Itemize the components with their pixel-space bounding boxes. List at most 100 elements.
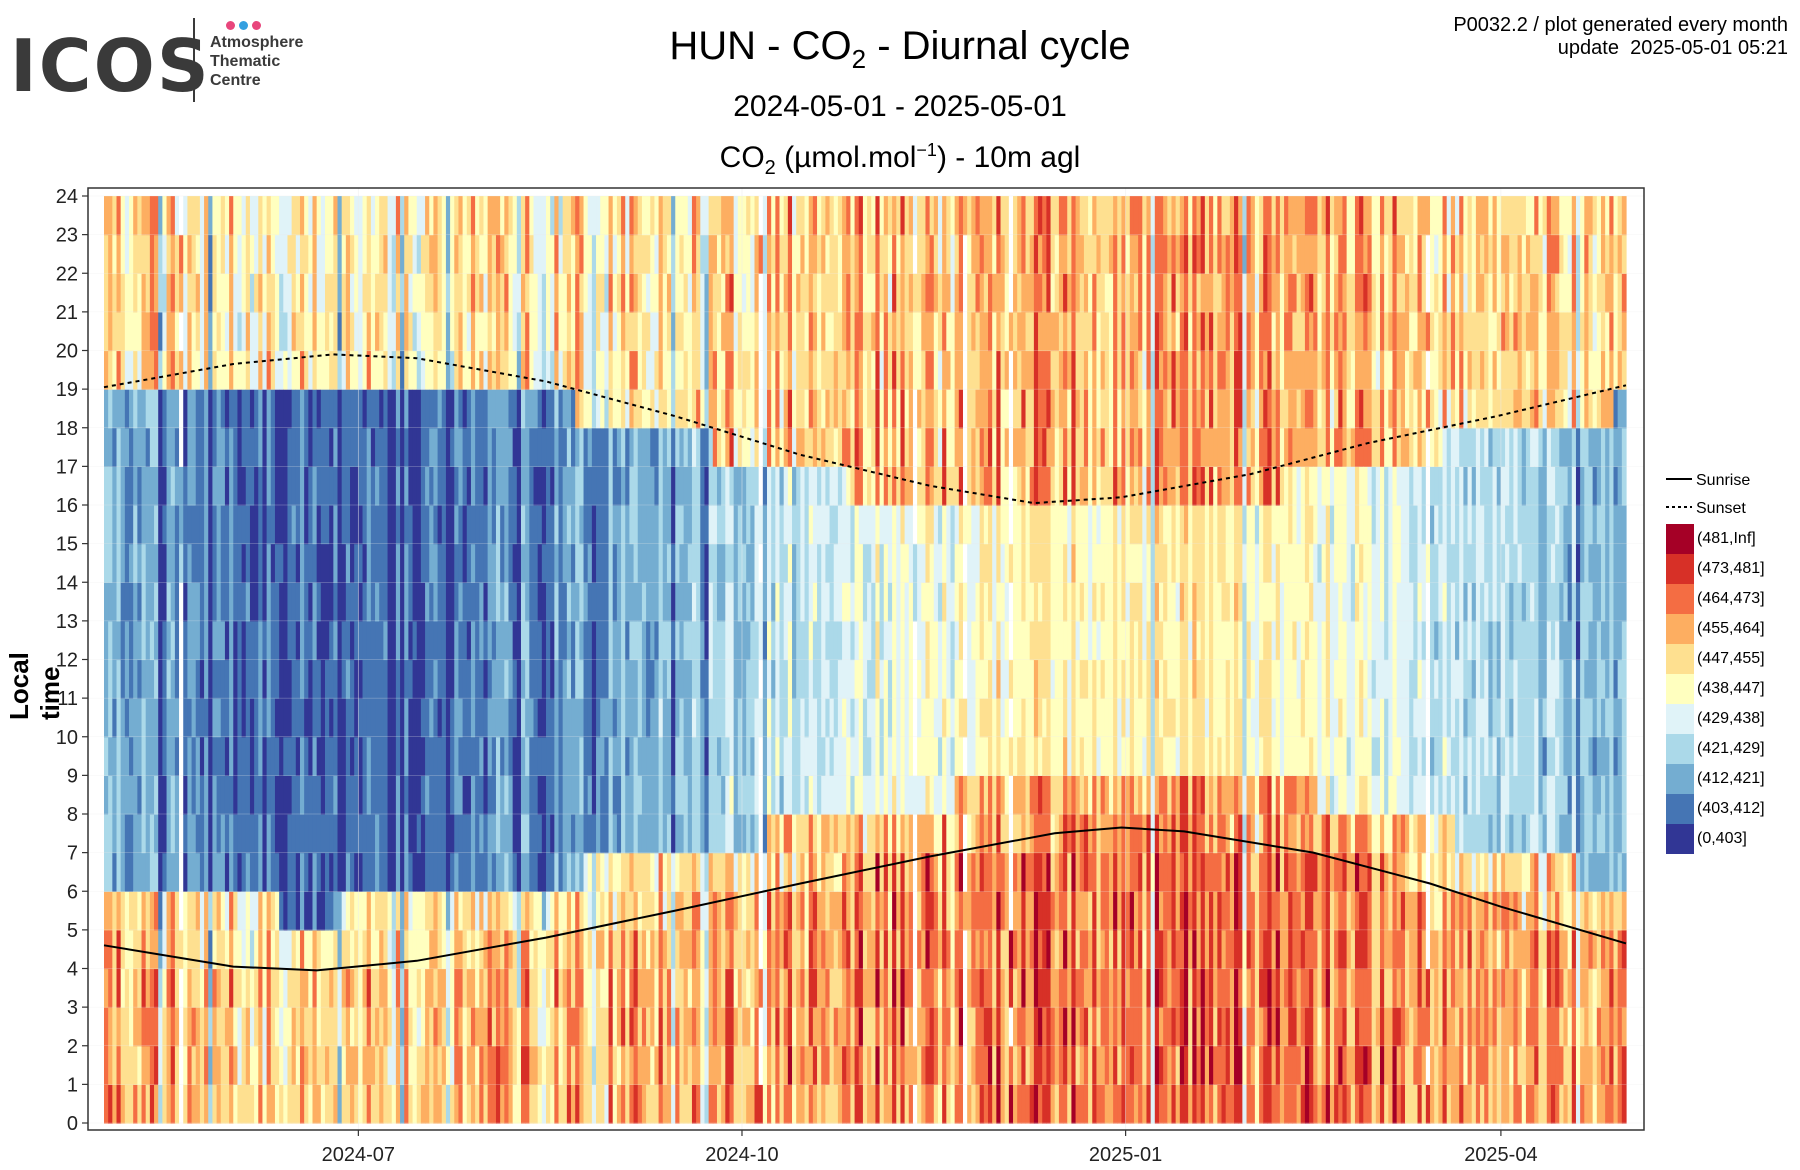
heatmap-cell xyxy=(341,814,347,854)
heatmap-cell xyxy=(704,466,710,506)
heatmap-cell xyxy=(112,466,118,506)
heatmap-cell xyxy=(204,736,209,776)
heatmap-cell xyxy=(666,698,672,738)
heatmap-cell xyxy=(154,543,159,583)
heatmap-cell xyxy=(445,1045,451,1085)
heatmap-cell xyxy=(470,698,476,738)
heatmap-cell xyxy=(445,1007,451,1047)
heatmap-cell xyxy=(758,389,764,429)
heatmap-cell xyxy=(245,891,251,931)
heatmap-cell xyxy=(116,698,122,738)
heatmap-cell xyxy=(912,273,918,313)
heatmap-cell xyxy=(862,620,868,661)
heatmap-cell xyxy=(912,543,918,583)
heatmap-cell xyxy=(195,350,201,390)
heatmap-cell xyxy=(846,505,852,545)
heatmap-cell xyxy=(149,350,155,390)
heatmap-cell xyxy=(846,968,852,1008)
heatmap-cell xyxy=(304,350,309,390)
heatmap-cell xyxy=(179,852,184,892)
heatmap-cell xyxy=(675,620,681,661)
heatmap-cell xyxy=(441,196,447,236)
heatmap-cell xyxy=(429,929,435,970)
heatmap-cell xyxy=(174,350,180,390)
heatmap-cell xyxy=(354,1084,359,1124)
heatmap-cell xyxy=(837,736,843,776)
heatmap-cell xyxy=(708,620,714,661)
heatmap-cell xyxy=(470,1007,476,1047)
heatmap-cell xyxy=(258,852,264,892)
heatmap-cell xyxy=(571,659,576,699)
heatmap-cell xyxy=(462,891,468,931)
heatmap-cell xyxy=(274,698,280,738)
heatmap-cell xyxy=(837,389,843,429)
heatmap-cell xyxy=(262,814,268,854)
heatmap-cell xyxy=(721,929,726,970)
heatmap-cell xyxy=(279,698,284,738)
heatmap-cell xyxy=(241,466,247,506)
heatmap-cell xyxy=(283,350,289,390)
heatmap-cell xyxy=(350,659,355,699)
heatmap-cell xyxy=(220,350,226,390)
heatmap-cell xyxy=(495,582,501,622)
heatmap-cell xyxy=(441,505,447,545)
heatmap-cell xyxy=(375,929,380,970)
heatmap-cell xyxy=(195,466,201,506)
heatmap-cell xyxy=(320,698,326,738)
heatmap-cell xyxy=(412,466,418,506)
heatmap-cell xyxy=(967,543,972,583)
heatmap-cell xyxy=(625,659,630,699)
heatmap-cell xyxy=(187,427,193,467)
heatmap-cell xyxy=(249,505,255,545)
heatmap-cell xyxy=(608,466,614,506)
heatmap-cell xyxy=(441,389,447,429)
heatmap-cell xyxy=(187,968,193,1008)
heatmap-cell xyxy=(412,620,418,661)
heatmap-cell xyxy=(650,775,656,815)
heatmap-cell xyxy=(391,234,397,274)
heatmap-cell xyxy=(604,891,610,931)
heatmap-cell xyxy=(383,891,389,931)
heatmap-cell xyxy=(871,968,877,1008)
heatmap-cell xyxy=(487,1007,493,1047)
heatmap-cell xyxy=(445,350,451,390)
heatmap-cell xyxy=(883,814,889,854)
heatmap-cell xyxy=(808,427,814,467)
heatmap-cell xyxy=(896,350,902,390)
heatmap-cell xyxy=(375,852,380,892)
heatmap-cell xyxy=(116,234,122,274)
heatmap-cell xyxy=(604,1007,610,1047)
heatmap-cell xyxy=(387,505,393,545)
heatmap-cell xyxy=(149,273,155,313)
heatmap-cell xyxy=(199,891,205,931)
heatmap-cell xyxy=(908,775,914,815)
heatmap-cell xyxy=(679,389,685,429)
heatmap-cell xyxy=(837,698,843,738)
heatmap-cell xyxy=(345,466,351,506)
heatmap-cell xyxy=(854,582,860,622)
heatmap-cell xyxy=(133,736,138,776)
heatmap-cell xyxy=(425,273,430,313)
heatmap-cell xyxy=(262,775,268,815)
heatmap-cell xyxy=(212,505,218,545)
heatmap-cell xyxy=(312,350,318,390)
heatmap-cell xyxy=(266,1007,272,1047)
heatmap-cell xyxy=(391,543,397,583)
heatmap-cell xyxy=(220,736,226,776)
heatmap-cell xyxy=(274,311,280,352)
heatmap-cell xyxy=(537,543,543,583)
heatmap-cell xyxy=(892,196,897,236)
heatmap-cell xyxy=(821,929,826,970)
heatmap-cell xyxy=(466,929,472,970)
heatmap-cell xyxy=(946,852,952,892)
heatmap-cell xyxy=(283,968,289,1008)
heatmap-cell xyxy=(425,389,430,429)
heatmap-cell xyxy=(208,620,214,661)
heatmap-cell xyxy=(917,929,922,970)
heatmap-cell xyxy=(433,698,439,738)
heatmap-cell xyxy=(450,389,455,429)
heatmap-cell xyxy=(721,234,726,274)
heatmap-cell xyxy=(696,350,701,390)
heatmap-cell xyxy=(224,698,230,738)
heatmap-cell xyxy=(566,1007,572,1047)
